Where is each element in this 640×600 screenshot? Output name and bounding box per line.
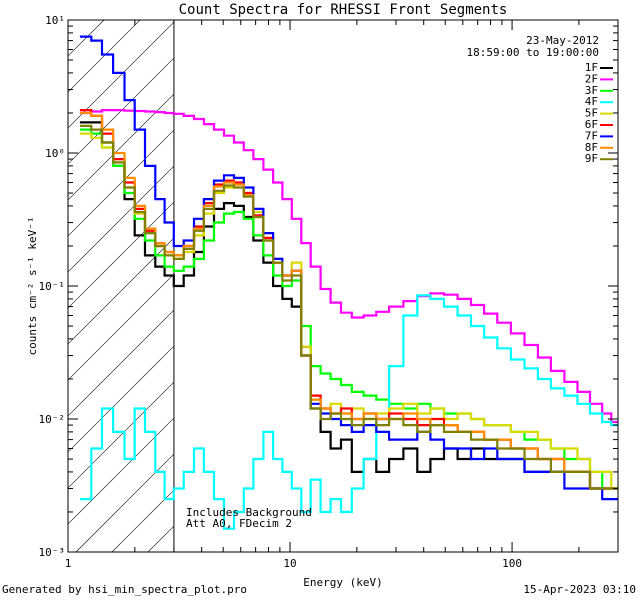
series-line-5f xyxy=(79,132,618,490)
axes: 1 10 100 10⁻³ 10⁻² 10⁻¹ 10⁰ 10¹ xyxy=(39,14,619,570)
x-axis-label: Energy (keV) xyxy=(303,576,382,589)
generated-by-label: Generated by hsi_min_spectra_plot.pro xyxy=(2,583,248,596)
hatch-line xyxy=(68,273,174,381)
series-layer xyxy=(79,35,618,530)
x-tick-label: 10 xyxy=(283,557,296,570)
annotation-attenuator: Att A0, FDecim 2 xyxy=(186,517,292,530)
legend-label-5f: 5F xyxy=(585,107,598,120)
annotation-background: Includes Background xyxy=(186,506,312,519)
series-line-4f xyxy=(79,294,618,530)
legend-label-2f: 2F xyxy=(585,72,598,85)
series-line-7f xyxy=(79,35,618,501)
legend-label-8f: 8F xyxy=(585,141,598,154)
hatch-line xyxy=(75,453,174,552)
hatch-line xyxy=(68,201,174,309)
axis-ticks xyxy=(67,20,619,553)
y-tick-label: 10⁻¹ xyxy=(39,280,66,293)
x-tick-label: 1 xyxy=(65,557,72,570)
y-axis-label: counts cm⁻² s⁻¹ keV⁻¹ xyxy=(26,216,39,355)
y-tick-label: 10¹ xyxy=(45,14,65,27)
legend-label-4f: 4F xyxy=(585,95,598,108)
hatch-line xyxy=(68,417,174,525)
x-tick-labels: 1 10 100 xyxy=(65,557,522,570)
legend-label-9f: 9F xyxy=(585,152,598,165)
hatch-line xyxy=(68,237,174,345)
series-line-2f xyxy=(79,109,618,424)
date-label: 23-May-2012 xyxy=(526,34,599,47)
hatch-line xyxy=(68,381,174,489)
timestamp-label: 15-Apr-2023 03:10 xyxy=(523,583,636,596)
y-tick-label: 10⁰ xyxy=(45,147,65,160)
time-range-label: 18:59:00 to 19:00:00 xyxy=(467,46,599,59)
y-tick-label: 10⁻² xyxy=(39,413,66,426)
hatch-line xyxy=(68,57,174,165)
hatch-line xyxy=(68,21,174,129)
y-tick-labels: 10⁻³ 10⁻² 10⁻¹ 10⁰ 10¹ xyxy=(39,14,66,559)
series-line-9f xyxy=(79,124,618,490)
legend: 23-May-2012 18:59:00 to 19:00:00 1F2F3F4… xyxy=(467,34,613,165)
legend-label-7f: 7F xyxy=(585,129,598,142)
x-tick-label: 100 xyxy=(502,557,522,570)
chart-title: Count Spectra for RHESSI Front Segments xyxy=(179,2,508,18)
y-tick-label: 10⁻³ xyxy=(39,546,66,559)
hatched-region xyxy=(68,20,174,552)
legend-label-1f: 1F xyxy=(585,61,598,74)
hatch-line xyxy=(68,93,174,201)
legend-label-6f: 6F xyxy=(585,118,598,131)
legend-label-3f: 3F xyxy=(585,84,598,97)
